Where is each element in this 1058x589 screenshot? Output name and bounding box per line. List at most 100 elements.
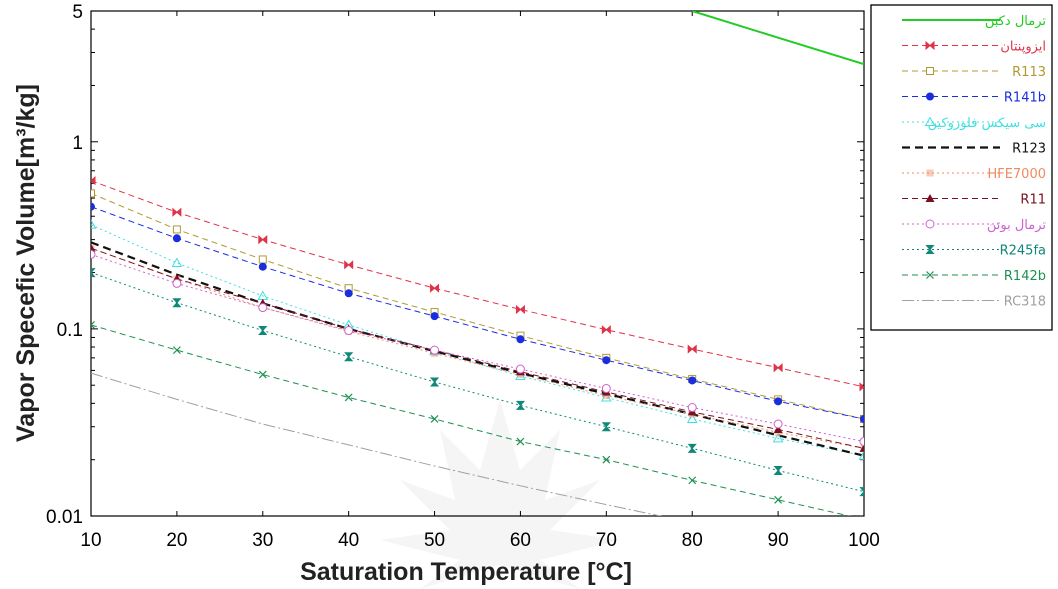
data-point bbox=[172, 225, 181, 234]
x-tick-label: 70 bbox=[596, 530, 617, 551]
data-point bbox=[258, 370, 267, 379]
legend-marker bbox=[926, 67, 934, 75]
legend-marker bbox=[924, 116, 936, 126]
legend-label: R142b bbox=[1004, 269, 1046, 284]
x-tick-label: 90 bbox=[768, 530, 789, 551]
data-point bbox=[91, 249, 96, 259]
data-point bbox=[172, 298, 182, 308]
data-point bbox=[688, 376, 697, 385]
data-point bbox=[430, 312, 439, 321]
data-point bbox=[773, 466, 783, 476]
legend-label: ترمال دکبن bbox=[985, 14, 1046, 29]
data-point bbox=[430, 283, 440, 293]
data-point bbox=[601, 325, 611, 335]
series-line bbox=[91, 324, 852, 516]
x-tick-label: 80 bbox=[682, 530, 703, 551]
legend-marker bbox=[926, 169, 934, 177]
data-point bbox=[344, 352, 354, 362]
series-line bbox=[91, 206, 864, 420]
data-point bbox=[601, 384, 611, 394]
y-axis-title: Vapor Specefic Volume[m³/kg] bbox=[12, 84, 40, 442]
data-point bbox=[515, 370, 526, 381]
data-point bbox=[171, 257, 183, 267]
legend-marker bbox=[925, 219, 935, 229]
y-tick-label: 5 bbox=[72, 2, 83, 23]
data-point bbox=[258, 255, 267, 264]
data-point bbox=[688, 476, 697, 485]
legend-label: R11 bbox=[1020, 193, 1046, 208]
legend-marker bbox=[925, 194, 935, 202]
data-point bbox=[687, 344, 697, 354]
data-point bbox=[859, 437, 864, 447]
data-point bbox=[91, 243, 96, 252]
data-point bbox=[344, 260, 354, 270]
data-point bbox=[172, 234, 181, 243]
series-line bbox=[691, 11, 864, 66]
legend-label: R113 bbox=[1012, 65, 1046, 80]
data-point bbox=[858, 450, 864, 460]
data-point bbox=[515, 364, 525, 374]
data-point bbox=[602, 356, 611, 365]
x-axis: 10 20 30 40 50 60 70 80 90 100 bbox=[80, 11, 880, 551]
data-point bbox=[91, 268, 96, 278]
data-point bbox=[172, 207, 182, 217]
y-axis: 0.01 0.1 1 5 bbox=[46, 2, 864, 528]
legend-label: سی سیکس فلوروکین bbox=[928, 116, 1046, 131]
y-tick-label: 0.01 bbox=[46, 507, 83, 528]
legend-label: HFE7000 bbox=[987, 167, 1046, 182]
legend-marker bbox=[925, 40, 935, 51]
data-point bbox=[602, 455, 611, 464]
legend-marker bbox=[925, 245, 935, 254]
marker-layer bbox=[91, 176, 864, 516]
data-point bbox=[600, 391, 612, 402]
data-point bbox=[430, 415, 439, 423]
data-point bbox=[91, 321, 95, 329]
legend-label: R141b bbox=[1004, 91, 1046, 106]
data-point bbox=[172, 346, 181, 355]
watermark-emblem bbox=[380, 400, 620, 589]
data-point bbox=[859, 487, 864, 497]
data-point bbox=[774, 397, 783, 406]
data-point bbox=[344, 326, 354, 336]
data-point bbox=[773, 424, 783, 433]
data-point bbox=[515, 400, 526, 410]
series-line bbox=[91, 247, 864, 449]
data-point bbox=[91, 176, 96, 186]
series-line bbox=[91, 253, 864, 443]
x-tick-label: 100 bbox=[848, 530, 880, 551]
series-line bbox=[91, 241, 864, 457]
series-line bbox=[91, 192, 864, 420]
data-point bbox=[774, 495, 783, 504]
data-point bbox=[430, 345, 440, 355]
series-line bbox=[91, 372, 663, 516]
x-tick-label: 20 bbox=[166, 530, 187, 551]
data-point bbox=[258, 235, 268, 245]
x-tick-label: 50 bbox=[424, 530, 445, 551]
data-point bbox=[258, 326, 268, 336]
x-tick-label: 60 bbox=[510, 530, 531, 551]
data-point bbox=[515, 304, 525, 315]
series-line bbox=[91, 247, 864, 449]
plot-frame bbox=[90, 10, 865, 517]
data-point bbox=[258, 303, 268, 313]
legend-label: R123 bbox=[1012, 142, 1046, 157]
legend-label: RC318 bbox=[1004, 295, 1046, 310]
series-line bbox=[91, 224, 864, 457]
legend-box bbox=[870, 4, 1053, 331]
data-point bbox=[91, 189, 95, 198]
data-point bbox=[687, 403, 697, 413]
data-point bbox=[172, 278, 182, 288]
legend-label: ترمال بوتن bbox=[987, 218, 1047, 233]
data-point bbox=[258, 262, 267, 271]
data-point bbox=[860, 414, 864, 423]
data-point bbox=[516, 335, 525, 344]
data-point bbox=[429, 377, 440, 387]
x-axis-title: Saturation Temperature [°C] bbox=[300, 558, 632, 586]
legend-label: R245fa bbox=[1000, 244, 1046, 259]
x-tick-label: 10 bbox=[80, 530, 101, 551]
legend-marker bbox=[926, 271, 934, 279]
data-point bbox=[344, 393, 353, 402]
data-point bbox=[91, 219, 97, 229]
data-point bbox=[772, 432, 784, 443]
